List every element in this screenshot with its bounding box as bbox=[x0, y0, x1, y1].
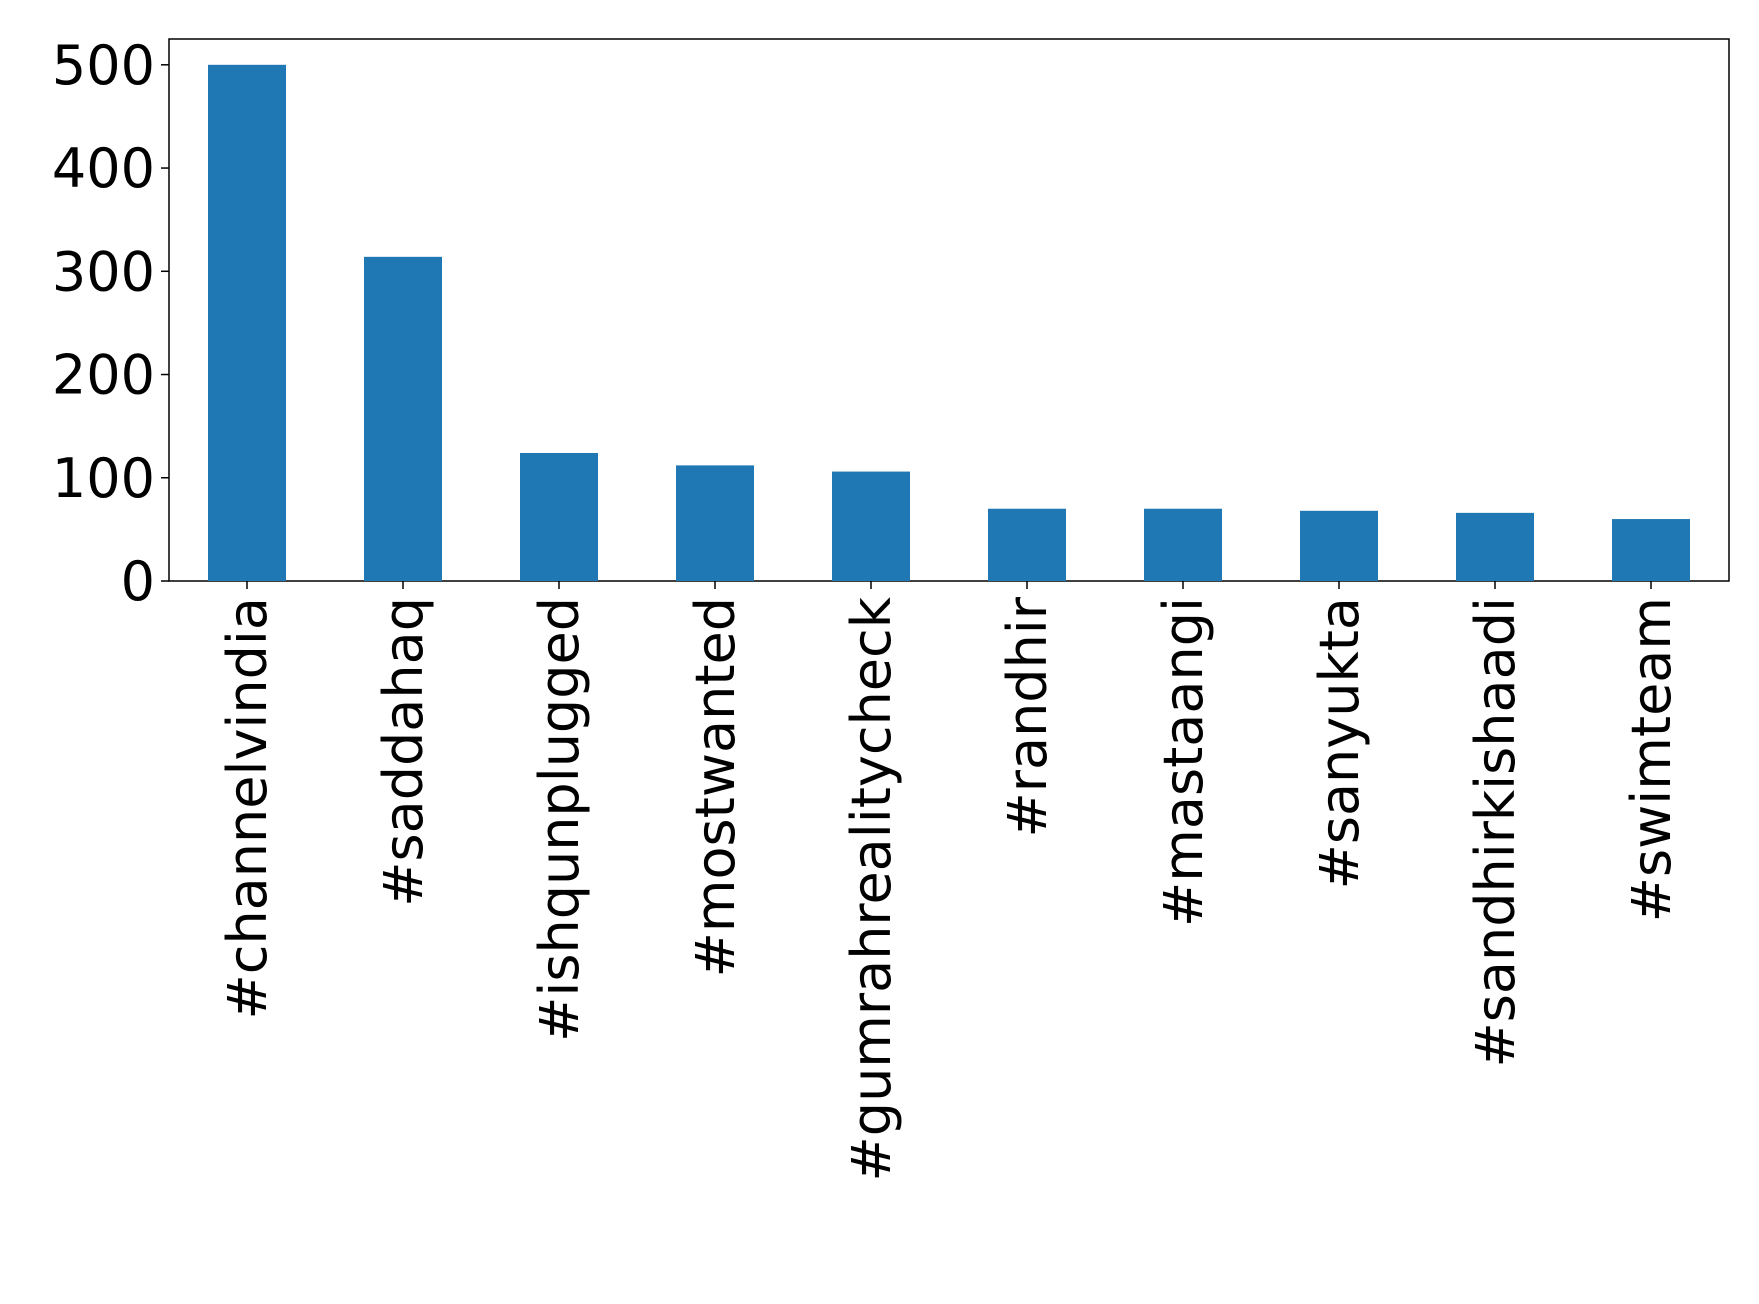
x-tick-label: #swimteam bbox=[1620, 597, 1683, 922]
y-tick-label: 200 bbox=[52, 344, 155, 407]
x-tick-label: #ishqunplugged bbox=[528, 597, 591, 1042]
bar bbox=[520, 452, 598, 581]
bar bbox=[1300, 510, 1378, 581]
bar bbox=[832, 471, 910, 581]
bar bbox=[1144, 508, 1222, 581]
x-tick-label: #mostwanted bbox=[684, 597, 747, 977]
plot-frame bbox=[168, 38, 1730, 582]
x-tick-label: #sanyukta bbox=[1308, 597, 1371, 889]
y-tick-label: 300 bbox=[52, 240, 155, 303]
y-tick-label: 400 bbox=[52, 137, 155, 200]
bar bbox=[208, 64, 286, 582]
y-tick-label: 0 bbox=[121, 550, 155, 613]
x-tick-label: #sandhirkishaadi bbox=[1464, 597, 1527, 1068]
x-tick-label: #saddahaq bbox=[372, 597, 435, 907]
x-tick-label: #gumrahrealitycheck bbox=[840, 596, 903, 1181]
y-tick-label: 100 bbox=[52, 447, 155, 510]
bar bbox=[988, 508, 1066, 581]
y-tick-label: 500 bbox=[52, 34, 155, 97]
bar bbox=[1612, 519, 1690, 581]
bar bbox=[1456, 512, 1534, 581]
x-tick-label: #channelvindia bbox=[216, 597, 279, 1019]
bar bbox=[364, 256, 442, 581]
x-tick-label: #mastaangi bbox=[1152, 597, 1215, 927]
x-tick-label: #randhir bbox=[996, 596, 1059, 837]
bar bbox=[676, 465, 754, 581]
